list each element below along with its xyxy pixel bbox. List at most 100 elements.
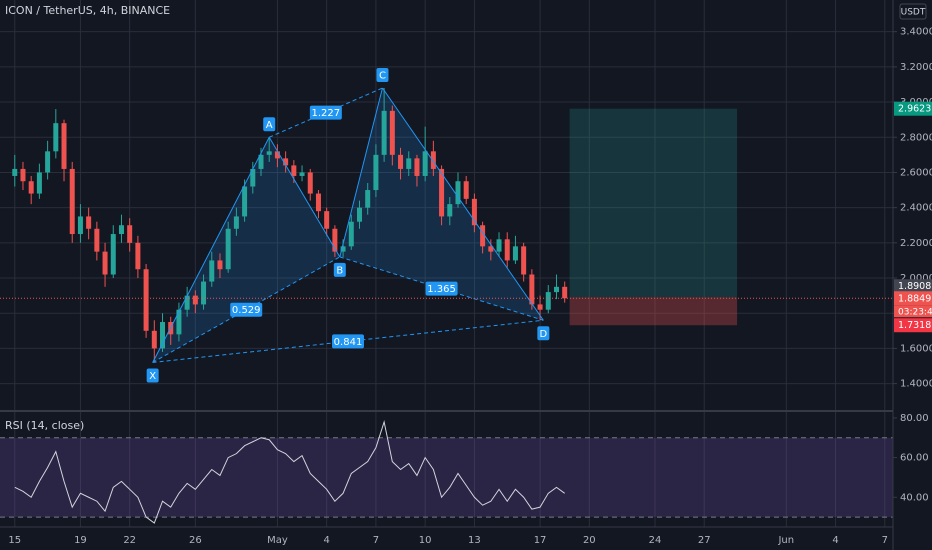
ratio-label: 0.529 <box>232 305 261 316</box>
point-box <box>263 117 276 132</box>
candle-body <box>340 246 346 252</box>
point-box <box>376 67 389 82</box>
x-tick-label: 24 <box>649 535 662 546</box>
rsi-tick-label: 80.00 <box>900 413 929 424</box>
point-label: X <box>149 371 156 382</box>
pattern-line <box>152 137 270 363</box>
x-tick-label: 19 <box>74 535 87 546</box>
x-tick-label: 4 <box>832 535 838 546</box>
ratio-box <box>309 105 342 120</box>
candle-body <box>266 151 272 155</box>
candle-body <box>135 242 141 270</box>
candle-body <box>110 234 116 275</box>
pattern-line <box>382 87 544 321</box>
y-tick-label: 2.2000 <box>900 238 932 249</box>
currency-box[interactable] <box>899 3 927 20</box>
candle-body <box>365 190 371 208</box>
currency[interactable]: USDT <box>901 8 926 18</box>
x-tick-label: 7 <box>882 535 888 546</box>
candle-body <box>201 281 207 305</box>
x-tick-label: May <box>267 535 288 546</box>
y-tick-label: 2.6000 <box>900 167 932 178</box>
candle-body <box>406 158 412 169</box>
candle-body <box>20 168 26 182</box>
candle-body <box>283 158 289 166</box>
ratio-label: 1.227 <box>312 108 341 119</box>
candle-body <box>307 172 313 194</box>
y-tick-label: 1.4000 <box>900 379 932 390</box>
candle-body <box>463 181 469 199</box>
rsi-title: RSI (14, close) <box>5 419 84 432</box>
candle-body <box>488 246 494 252</box>
candle-body <box>94 228 100 252</box>
y-tick-label: 2.4000 <box>900 203 932 214</box>
point-label: B <box>336 265 343 276</box>
candle-body <box>537 304 543 310</box>
candle-body <box>447 204 453 217</box>
x-tick-label: 13 <box>468 535 481 546</box>
candle-body <box>553 286 559 293</box>
x-tick-label: 20 <box>583 535 596 546</box>
candle-body <box>143 269 149 331</box>
candle-body <box>422 151 428 176</box>
candle-body <box>45 151 51 173</box>
y-tick-label: 2.0000 <box>900 273 932 284</box>
price-tag <box>894 279 932 294</box>
x-tick-label: 26 <box>189 535 202 546</box>
axis: 1.40001.60001.80002.00002.20002.40002.60… <box>8 27 932 546</box>
y-tick-label: 3.2000 <box>900 62 932 73</box>
candle-body <box>176 309 182 335</box>
candle-body <box>77 216 83 235</box>
price-tag <box>894 318 932 333</box>
candle-body <box>118 225 124 235</box>
rsi-line <box>14 419 565 524</box>
chart-title: ICON / TetherUS, 4h, BINANCE <box>5 4 170 17</box>
candle-body <box>86 216 92 229</box>
candle-body <box>430 151 436 169</box>
countdown-box <box>894 305 932 318</box>
candle-body <box>160 322 166 349</box>
candle-body <box>471 198 477 226</box>
ratio-box <box>425 281 458 296</box>
candle-body <box>504 239 510 261</box>
candle-body <box>381 110 387 155</box>
candle-body <box>209 260 215 282</box>
point-label: A <box>266 120 273 131</box>
ratio-label: 1.365 <box>427 284 456 295</box>
candle-body <box>529 274 535 305</box>
candle-body <box>398 154 404 169</box>
candle-body <box>61 123 67 169</box>
candle-body <box>389 110 395 155</box>
candle-body <box>225 228 231 270</box>
pattern-line <box>339 87 383 258</box>
candle-body <box>192 295 198 305</box>
price-tag <box>894 291 932 306</box>
candle-body <box>545 292 551 310</box>
candle-body <box>53 123 59 152</box>
point-box <box>146 368 159 383</box>
y-tick-label: 3.4000 <box>900 27 932 38</box>
candle-body <box>324 211 330 229</box>
x-tick-label: 4 <box>323 535 329 546</box>
ratio-box <box>332 334 365 349</box>
candle-body <box>28 181 34 194</box>
candle-body <box>356 207 362 222</box>
x-tick-label: 22 <box>123 535 136 546</box>
candle-body <box>291 165 297 176</box>
candle-body <box>36 172 42 194</box>
point-box <box>537 326 550 341</box>
candle-body <box>521 246 527 275</box>
candle-body <box>496 239 502 252</box>
plot: 1.227 0.529 1.365 0.841 X A B C D <box>0 67 893 524</box>
candle-body <box>414 158 420 176</box>
candle-body <box>274 151 280 159</box>
candle-body <box>250 168 256 187</box>
stop-zone <box>569 297 738 326</box>
price-tag-label: 2.9623 <box>898 104 931 115</box>
rsi-tick-label: 60.00 <box>900 453 929 464</box>
candle-body <box>242 186 248 217</box>
price-tag-label: 1.8908 <box>898 281 931 292</box>
grid <box>0 0 893 527</box>
candle-body <box>480 225 486 247</box>
pattern-line <box>268 136 341 258</box>
